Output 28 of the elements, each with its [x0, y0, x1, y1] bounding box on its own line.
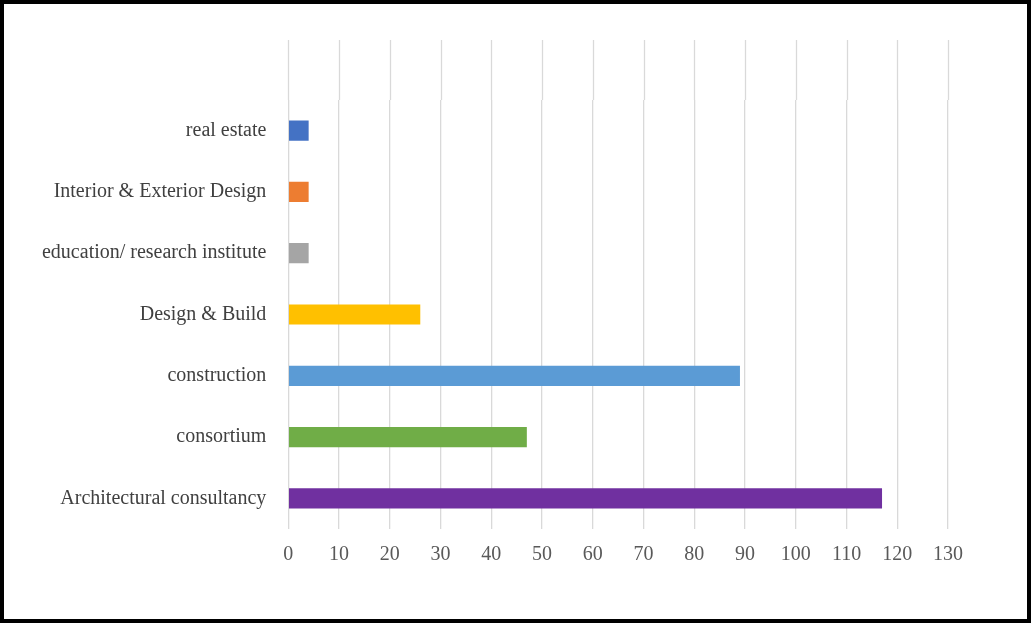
y-tick-label: education/ research institute	[42, 240, 267, 263]
x-tick-label: 120	[882, 542, 913, 565]
x-tick-label: 60	[582, 542, 603, 565]
bar	[289, 304, 421, 325]
x-tick-label: 10	[329, 542, 350, 565]
bar	[289, 426, 527, 448]
bar	[289, 365, 740, 386]
x-tick-label: 130	[933, 542, 963, 565]
bar	[289, 243, 309, 264]
bar	[289, 120, 309, 141]
y-tick-label: real estate	[185, 117, 267, 140]
x-tick-label: 100	[780, 542, 811, 565]
y-tick-label: Architectural consultancy	[60, 485, 267, 509]
bar	[289, 488, 883, 509]
x-tick-label: 110	[831, 542, 862, 565]
x-tick-label: 40	[481, 542, 502, 565]
x-tick-label: 80	[684, 542, 705, 565]
y-tick-label: Design & Build	[139, 301, 267, 325]
x-tick-label: 90	[735, 542, 756, 565]
x-tick-label: 70	[633, 542, 654, 565]
x-tick-label: 20	[379, 542, 400, 565]
x-tick-label: 50	[532, 542, 553, 565]
x-tick-label: 0	[283, 542, 294, 565]
y-tick-label: consortium	[176, 424, 267, 447]
y-tick-label: Interior & Exterior Design	[53, 179, 267, 203]
x-tick-label: 30	[430, 542, 451, 565]
bar	[289, 181, 309, 203]
y-tick-label: construction	[167, 363, 267, 386]
